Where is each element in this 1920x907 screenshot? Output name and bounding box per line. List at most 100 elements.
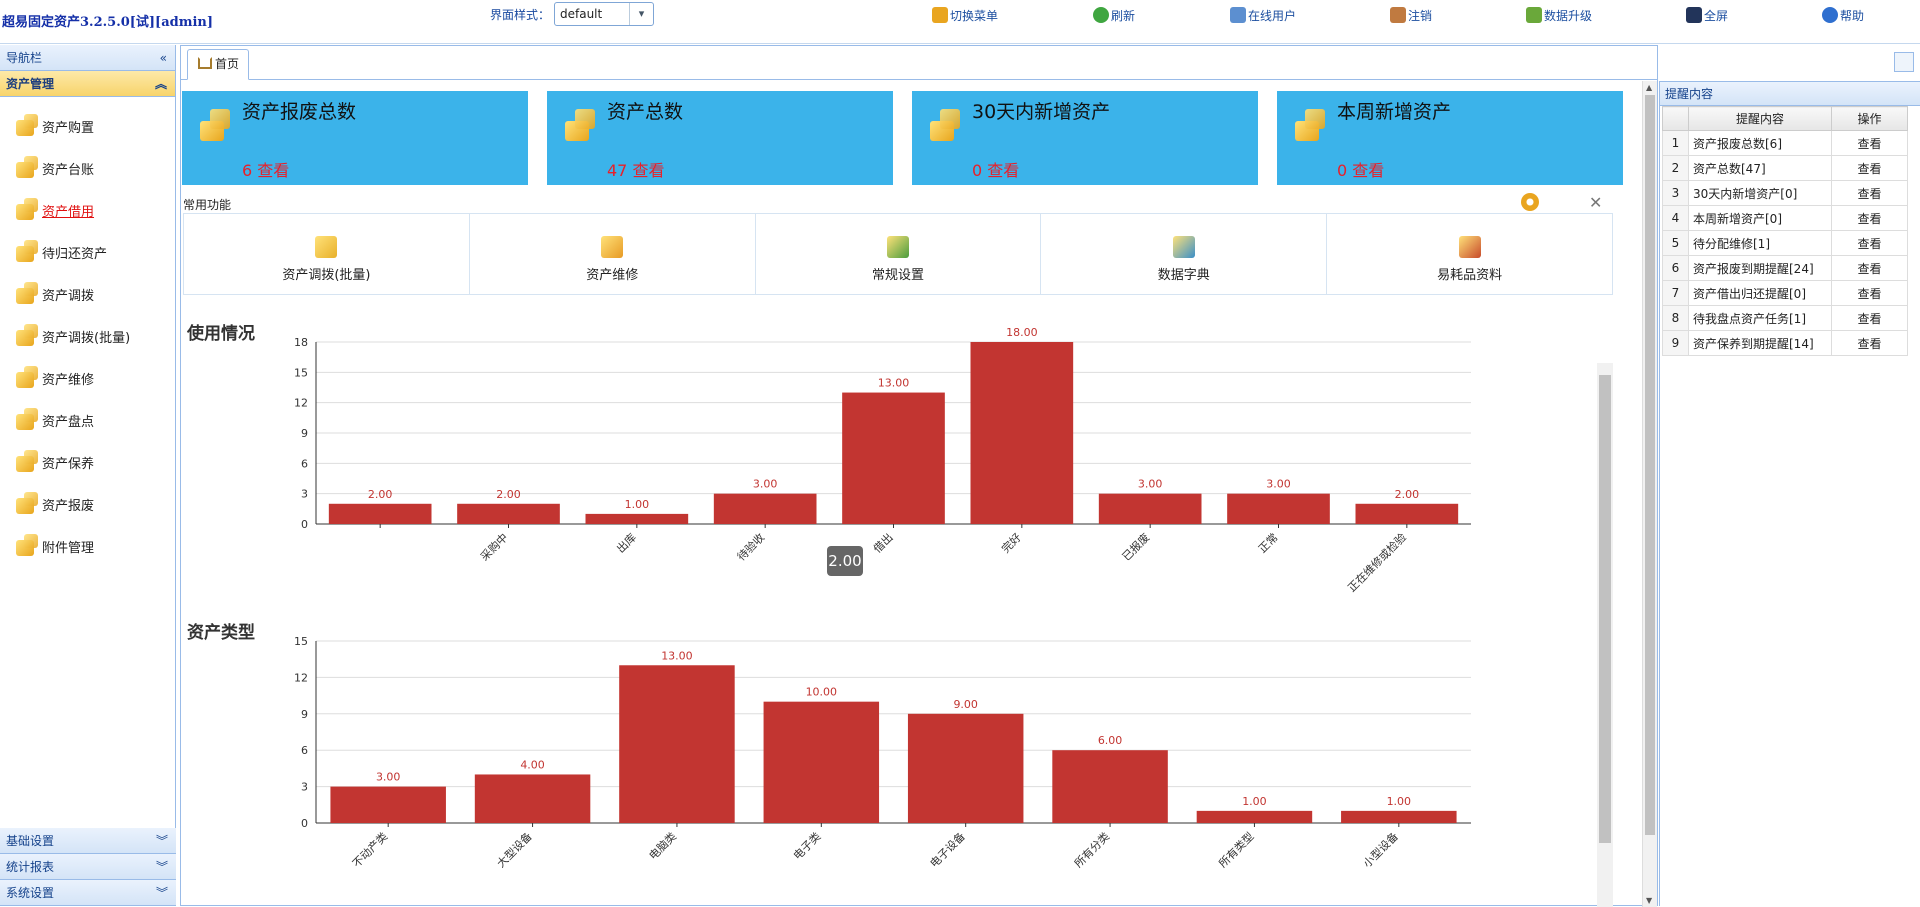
gear-icon[interactable] — [1521, 193, 1539, 211]
bar-value-label: 9.00 — [953, 698, 978, 711]
main-scrollbar-thumb[interactable] — [1645, 95, 1655, 835]
chart-title-usage: 使用情况 — [187, 324, 255, 344]
quick-function[interactable]: 常规设置 — [756, 214, 1042, 294]
row-index: 7 — [1662, 280, 1689, 306]
x-tick-label: 电脑类 — [646, 829, 679, 862]
style-select[interactable]: default ▾ — [554, 2, 654, 26]
col-index — [1662, 106, 1689, 131]
row-index: 2 — [1662, 155, 1689, 181]
tab-bar: 首页 — [181, 46, 1657, 80]
stat-value-link[interactable]: 0 查看 — [972, 161, 1020, 180]
stack-icon — [1291, 103, 1331, 143]
y-tick-label: 9 — [301, 708, 308, 721]
stat-value-link[interactable]: 47 查看 — [607, 161, 665, 180]
bar — [328, 503, 432, 524]
chart-scrollbar-thumb[interactable] — [1599, 375, 1611, 843]
refresh-button[interactable]: 刷新 — [1093, 7, 1135, 25]
bar-value-label: 1.00 — [1242, 795, 1267, 808]
logout-button[interactable]: 注销 — [1390, 7, 1432, 25]
quick-function-label: 资产调拨(批量) — [282, 268, 371, 283]
data-upgrade-button[interactable]: 数据升级 — [1526, 7, 1592, 25]
scroll-down-icon[interactable]: ▼ — [1646, 896, 1653, 905]
view-link[interactable]: 查看 — [1831, 255, 1908, 281]
reminder-text: 待我盘点资产任务[1] — [1688, 305, 1832, 331]
bar — [970, 342, 1074, 524]
sidebar-item[interactable]: 资产盘点 — [0, 399, 175, 441]
group-reports[interactable]: 统计报表 ︾ — [0, 854, 176, 880]
bar-value-label: 2.00 — [368, 488, 393, 501]
table-row: 7 资产借出归还提醒[0] 查看 — [1662, 280, 1908, 306]
sidebar-item[interactable]: 附件管理 — [0, 525, 175, 567]
table-row: 5 待分配维修[1] 查看 — [1662, 230, 1908, 256]
y-tick-label: 6 — [301, 457, 308, 470]
view-link[interactable]: 查看 — [1831, 330, 1908, 356]
online-users-button[interactable]: 在线用户 — [1230, 7, 1296, 25]
bar — [1341, 810, 1457, 823]
sidebar-item[interactable]: 资产保养 — [0, 441, 175, 483]
view-link[interactable]: 查看 — [1831, 155, 1908, 181]
view-link[interactable]: 查看 — [1831, 205, 1908, 231]
layout-toggle-icon[interactable] — [1894, 52, 1914, 72]
bar — [842, 392, 945, 524]
view-link[interactable]: 查看 — [1831, 130, 1908, 156]
bar-value-label: 1.00 — [1387, 795, 1412, 808]
sidebar-item-label: 资产盘点 — [42, 414, 95, 430]
view-link[interactable]: 查看 — [1831, 180, 1908, 206]
bar-value-label: 2.00 — [496, 488, 521, 501]
quick-function[interactable]: 数据字典 — [1041, 214, 1328, 294]
chevron-up-icon: ︽ — [154, 77, 167, 91]
group-basic-settings[interactable]: 基础设置 ︾ — [0, 828, 176, 854]
app-title: 超易固定资产3.2.5.0[试][admin] — [2, 15, 214, 30]
tab-home[interactable]: 首页 — [187, 49, 249, 80]
group-system-settings[interactable]: 系统设置 ︾ — [0, 880, 176, 906]
bar-value-label: 13.00 — [661, 649, 693, 662]
quick-function[interactable]: 易耗品资料 — [1327, 214, 1612, 294]
asset-ledger-icon — [12, 154, 42, 182]
view-link[interactable]: 查看 — [1831, 230, 1908, 256]
switch-menu-button[interactable]: 切换菜单 — [932, 7, 998, 25]
group-asset-management[interactable]: 资产管理 ︽ — [0, 71, 175, 97]
quick-function-label: 资产维修 — [586, 268, 639, 283]
main-scrollbar[interactable]: ▲ ▼ — [1642, 81, 1657, 907]
bar — [1098, 493, 1202, 524]
bar — [1196, 810, 1313, 823]
switch-menu-icon — [932, 7, 948, 23]
quick-function-label: 常规设置 — [871, 268, 924, 283]
view-link[interactable]: 查看 — [1831, 305, 1908, 331]
view-link[interactable]: 查看 — [1831, 280, 1908, 306]
bar-value-label: 6.00 — [1098, 734, 1123, 747]
sidebar-item[interactable]: 资产调拨(批量) — [0, 315, 175, 357]
sidebar-item-label: 资产台账 — [42, 162, 95, 178]
fullscreen-button[interactable]: 全屏 — [1686, 7, 1728, 25]
sidebar-item[interactable]: 资产借用 — [0, 189, 175, 231]
asset-scrap-icon — [12, 490, 42, 518]
stat-value-link[interactable]: 6 查看 — [242, 161, 290, 180]
sidebar-item[interactable]: 资产台账 — [0, 147, 175, 189]
collapse-left-icon[interactable]: « — [159, 51, 167, 65]
chart-scrollbar[interactable] — [1597, 363, 1613, 907]
sidebar-item[interactable]: 资产维修 — [0, 357, 175, 399]
help-button[interactable]: 帮助 — [1822, 7, 1864, 25]
tools-icon[interactable]: ✕ — [1589, 193, 1603, 212]
repair-icon — [597, 232, 627, 262]
charts-canvas: 0 3 6 9 12 15 18 2.00 2.00 采购中 1.00 出库 3.00 待验收 13.00 借… — [294, 326, 1471, 870]
stat-card: 30天内新增资产 0 查看 — [912, 91, 1258, 185]
quick-function[interactable]: 资产维修 — [470, 214, 756, 294]
sidebar-item[interactable]: 资产报废 — [0, 483, 175, 525]
stat-card: 资产总数 47 查看 — [547, 91, 893, 185]
quick-function[interactable]: 资产调拨(批量) — [184, 214, 470, 294]
sidebar-item[interactable]: 资产调拨 — [0, 273, 175, 315]
table-row: 3 30天内新增资产[0] 查看 — [1662, 180, 1908, 206]
stat-value-link[interactable]: 0 查看 — [1337, 161, 1385, 180]
x-tick-label: 出库 — [613, 530, 638, 555]
settings-cube-icon — [883, 232, 913, 262]
y-tick-label: 3 — [301, 781, 308, 794]
x-tick-label: 电子类 — [790, 829, 823, 862]
books-icon — [1455, 232, 1485, 262]
scroll-up-icon[interactable]: ▲ — [1646, 83, 1653, 92]
sidebar-item[interactable]: 资产购置 — [0, 105, 175, 147]
x-tick-label: 借出 — [870, 530, 895, 555]
asset-maintenance-icon — [12, 448, 42, 476]
style-label: 界面样式： — [490, 8, 551, 22]
sidebar-item[interactable]: 待归还资产 — [0, 231, 175, 273]
